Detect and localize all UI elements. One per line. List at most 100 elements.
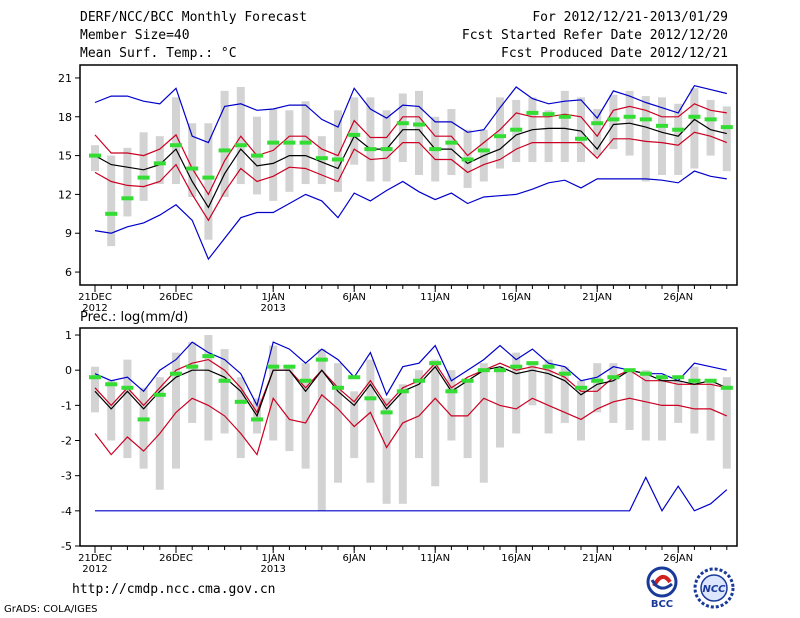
spread-box-2: [123, 147, 132, 217]
series-max-line: [94, 341, 727, 408]
spread-box-20: [415, 90, 423, 175]
spread-box-38: [706, 99, 715, 156]
x-tick-year-0: 2012: [82, 564, 107, 575]
median-marker-3: [137, 417, 150, 422]
median-marker-26: [510, 127, 523, 132]
median-marker-4: [153, 392, 166, 397]
median-marker-11: [267, 364, 280, 369]
median-marker-33: [623, 114, 636, 119]
median-marker-4: [153, 161, 166, 166]
median-marker-21: [429, 147, 442, 152]
spread-box-7: [204, 335, 213, 441]
spread-box-11: [269, 345, 278, 441]
series-min-line: [95, 476, 728, 513]
median-marker-17: [364, 147, 377, 152]
median-marker-17: [364, 396, 377, 401]
median-marker-11: [267, 140, 280, 145]
chart-title: DERF/NCC/BCC Monthly Forecast: [80, 10, 307, 25]
y-tick-label-4: -1: [61, 399, 72, 412]
series-lower-line: [94, 393, 728, 456]
spread-box-35: [658, 377, 666, 441]
median-marker-22: [445, 389, 458, 394]
spread-box-25: [496, 97, 504, 169]
median-marker-6: [186, 364, 199, 369]
spread-box-29: [560, 366, 569, 423]
spread-box-18: [382, 110, 391, 182]
grads-credit: GrADS: COLA/IGES: [4, 604, 98, 615]
spread-box-7: [204, 123, 213, 240]
median-marker-31: [591, 121, 604, 126]
median-marker-18: [380, 147, 393, 152]
spread-box-31: [593, 363, 602, 413]
median-marker-0: [89, 375, 101, 380]
median-marker-8: [218, 148, 231, 153]
median-marker-29: [558, 371, 571, 376]
series-max-line: [94, 85, 727, 144]
median-marker-31: [591, 378, 604, 383]
median-marker-21: [429, 361, 442, 366]
spread-box-16: [350, 391, 359, 459]
series-upper-line: [94, 358, 727, 414]
median-marker-12: [283, 364, 296, 369]
median-marker-23: [461, 157, 474, 162]
spread-box-17: [366, 359, 375, 483]
series-mean-line: [94, 118, 727, 209]
spread-box-29: [560, 90, 569, 163]
x-tick-label-0: 21DEC: [78, 292, 112, 303]
bcc-logo-icon: BCC: [646, 566, 678, 610]
x-tick-label-1: 26DEC: [159, 292, 193, 303]
y-tick-label-2: -3: [61, 470, 72, 483]
spread-box-11: [269, 109, 278, 201]
median-marker-28: [542, 112, 555, 117]
median-marker-7: [202, 175, 215, 180]
footer-url[interactable]: http://cmdp.ncc.cma.gov.cn: [72, 582, 276, 597]
median-marker-1: [105, 382, 118, 387]
median-marker-1: [105, 211, 118, 216]
median-marker-2: [121, 196, 134, 201]
median-marker-23: [461, 378, 474, 383]
spread-box-37: [690, 88, 699, 169]
spread-box-18: [382, 398, 391, 504]
spread-box-17: [366, 97, 375, 182]
x-tick-label-2: 1JAN: [261, 553, 284, 564]
median-marker-37: [688, 378, 701, 383]
median-marker-10: [251, 153, 263, 158]
ncc-logo-icon: NCC: [693, 567, 735, 609]
median-marker-6: [186, 166, 199, 171]
logos: BCC NCC: [646, 566, 735, 610]
median-marker-35: [656, 123, 668, 128]
median-marker-34: [639, 117, 652, 122]
y-tick-label-0: 6: [65, 266, 72, 279]
x-tick-label-4: 11JAN: [420, 292, 450, 303]
spread-box-38: [706, 380, 715, 441]
forecast-period: For 2012/12/21-2013/01/29: [532, 10, 728, 25]
median-marker-38: [704, 378, 717, 383]
median-marker-33: [623, 368, 636, 373]
member-size-label: Member Size=40: [80, 28, 190, 43]
spread-box-5: [172, 97, 180, 185]
median-marker-24: [477, 148, 490, 153]
median-marker-36: [672, 375, 685, 380]
spread-box-6: [188, 123, 197, 197]
spread-box-8: [220, 349, 229, 434]
spread-box-14: [317, 349, 326, 511]
spread-box-35: [658, 97, 666, 175]
median-marker-13: [299, 378, 312, 383]
median-marker-10: [251, 417, 263, 422]
median-marker-22: [445, 140, 458, 145]
spread-box-6: [188, 342, 197, 423]
median-marker-27: [526, 361, 539, 366]
median-marker-36: [672, 127, 685, 132]
x-tick-label-5: 16JAN: [501, 292, 531, 303]
x-tick-label-3: 6JAN: [342, 553, 365, 564]
spread-box-0: [91, 145, 99, 172]
forecast-start-date: Fcst Started Refer Date 2012/12/20: [461, 28, 728, 43]
median-marker-16: [348, 132, 361, 137]
series-min-line: [94, 170, 727, 261]
precip-panel-title: Prec.: log(mm/d): [80, 310, 188, 325]
median-marker-26: [510, 364, 523, 369]
spread-box-3: [139, 387, 148, 469]
y-tick-label-0: -5: [61, 540, 72, 553]
y-tick-label-1: -4: [61, 505, 72, 518]
y-tick-label-4: 18: [58, 111, 72, 124]
